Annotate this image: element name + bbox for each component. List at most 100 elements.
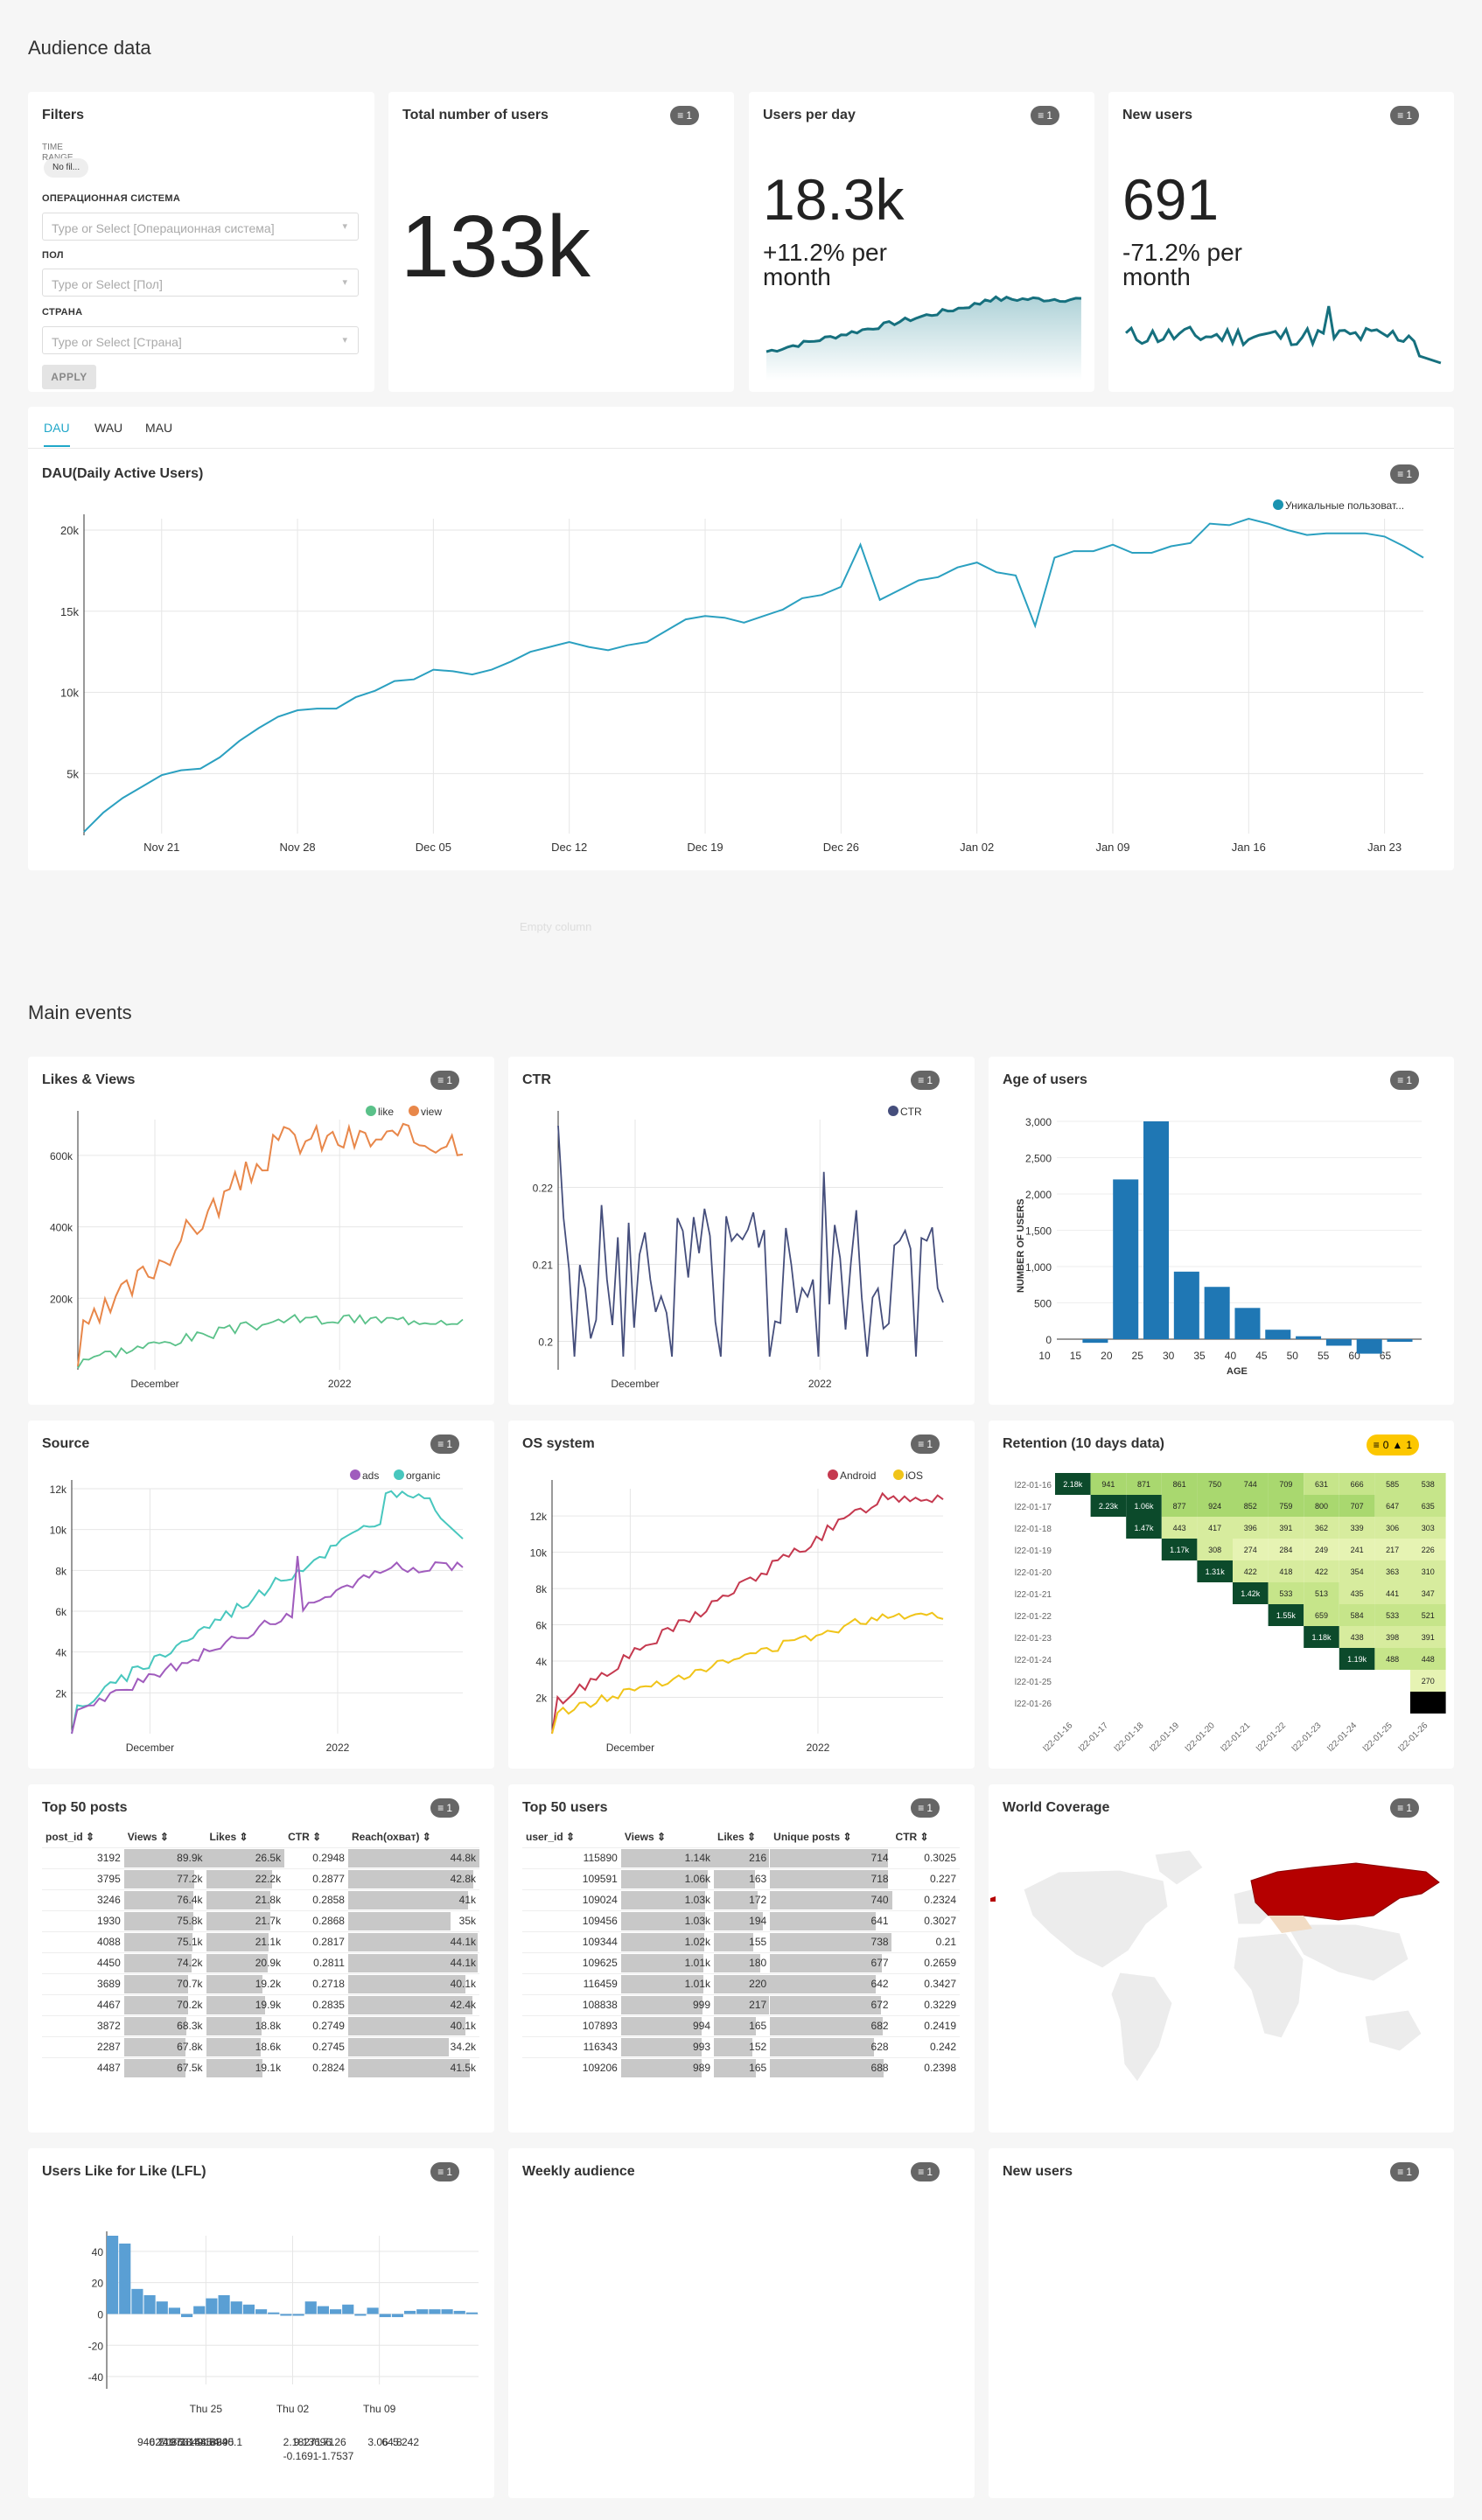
time-range-pill[interactable]: No fil... [44,158,89,178]
column-header[interactable]: post_id ⇕ [45,1830,95,1843]
legend-ads[interactable]: ads [362,1469,379,1482]
filter-badge[interactable]: ≡ 1 [1390,1071,1419,1090]
cell-value: 42.4k [450,1999,476,2011]
lfl-bar [230,2301,242,2314]
heatmap-value: 666 [1351,1480,1364,1489]
kpi-new-users-card: New users ≡ 1 691 -71.2% per month [1108,92,1454,392]
cell-value: 40.1k [450,1978,476,1990]
table-row[interactable]: 107893 994 165 682 0.2419 [522,2014,960,2036]
heatmap-value: 941 [1101,1480,1115,1489]
filter-badge[interactable]: ≡ 1 [1390,464,1419,484]
column-header[interactable]: Unique posts ⇕ [773,1830,852,1843]
sex-select[interactable]: Type or Select [Пол] ▾ [42,269,359,297]
table-row[interactable]: 3795 77.2k 22.2k 0.2877 42.8k [42,1867,479,1889]
table-row[interactable]: 3872 68.3k 18.8k 0.2749 40.1k [42,2014,479,2036]
country-select[interactable]: Type or Select [Страна] ▾ [42,326,359,354]
filter-badge[interactable]: ≡ 1 [670,106,699,125]
filter-badge[interactable]: ≡ 1 [430,1071,459,1090]
age-bar [1234,1308,1261,1339]
chevron-down-icon: ▾ [342,335,347,346]
cell-bar [206,2016,262,2035]
table-row[interactable]: 109456 1.03k 194 641 0.3027 [522,1909,960,1931]
map-australia [1364,2009,1423,2052]
filter-badge[interactable]: ≡ 1 [911,1798,940,1818]
row-label: l22-01-21 [1015,1590,1052,1600]
heatmap-value: 441 [1386,1589,1399,1598]
tab-mau[interactable]: MAU [145,421,173,435]
filter-badge[interactable]: ≡ 1 [430,1798,459,1818]
lfl-bar [107,2236,119,2314]
filter-badge[interactable]: ≡ 1 [1390,106,1419,125]
y-tick-label: 5k [66,767,79,780]
table-cell: 109625 [522,1951,621,1973]
column-header[interactable]: CTR ⇕ [288,1830,322,1843]
lfl-bar [391,2314,403,2318]
filter-badge[interactable]: ≡ 1 [911,1071,940,1090]
legend-ctr[interactable]: CTR [900,1106,922,1118]
column-header[interactable]: user_id ⇕ [526,1830,576,1843]
table-row[interactable]: 109344 1.02k 155 738 0.21 [522,1930,960,1952]
table-row[interactable]: 109591 1.06k 163 718 0.227 [522,1867,960,1889]
table-row[interactable]: 116343 993 152 628 0.242 [522,2035,960,2057]
sex-select-placeholder: Type or Select [Пол] [52,277,163,291]
world-map[interactable] [989,1784,1454,2133]
column-header[interactable]: Likes ⇕ [209,1830,248,1843]
col-label: l22-01-23 [1290,1721,1324,1754]
tab-dau[interactable]: DAU [44,421,70,447]
table-cell: 0.2877 [284,1867,348,1889]
heatmap-cell [1161,1517,1198,1539]
table-row[interactable]: 4467 70.2k 19.9k 0.2835 42.4k [42,1993,479,2015]
table-row[interactable]: 3689 70.7k 19.2k 0.2718 40.1k [42,1972,479,1994]
filter-badge[interactable]: ≡ 1 [1390,1798,1419,1818]
table-row[interactable]: 115890 1.14k 216 714 0.3025 [522,1846,960,1868]
table-row[interactable]: 3246 76.4k 21.8k 0.2858 41k [42,1888,479,1910]
table-row[interactable]: 109024 1.03k 172 740 0.2324 [522,1888,960,1910]
legend-organic[interactable]: organic [406,1469,440,1482]
table-row[interactable]: 4450 74.2k 20.9k 0.2811 44.1k [42,1951,479,1973]
heatmap-cell [1304,1560,1339,1582]
cell-value: 1.01k [684,1957,711,1969]
cell-value: 1.14k [684,1852,711,1864]
legend-like[interactable]: like [378,1106,394,1118]
table-row[interactable]: 2287 67.8k 18.6k 0.2745 34.2k [42,2035,479,2057]
filter-badge[interactable]: ≡ 1 [911,2162,940,2181]
map-north-america [1023,1869,1169,1969]
apply-button[interactable]: APPLY [42,365,96,389]
map-asia-south [1285,1923,1409,1982]
legend-view[interactable]: view [421,1106,442,1118]
heatmap-cell [1233,1495,1269,1517]
column-header[interactable]: Views ⇕ [624,1830,667,1843]
filter-badge[interactable]: ≡ 1 [911,1435,940,1454]
warning-badge[interactable]: ≡ 0 ▲ 1 [1366,1435,1419,1455]
column-header[interactable]: Views ⇕ [127,1830,169,1843]
bar-cell: 77.2k [123,1867,206,1889]
age-bar [1356,1339,1382,1354]
table-row[interactable]: 116459 1.01k 220 642 0.3427 [522,1972,960,1994]
column-header[interactable]: Reach(охват) ⇕ [351,1830,431,1843]
lfl-bar [429,2309,441,2314]
table-row[interactable]: 108838 999 217 672 0.3229 [522,1993,960,2015]
heatmap-cell [1374,1473,1410,1495]
filter-badge[interactable]: ≡ 1 [430,2162,459,2181]
table-row[interactable]: 109206 989 165 688 0.2398 [522,2056,960,2078]
age-card: Age of users ≡ 1 0 500 1,000 1,500 2,000 2,500… [989,1057,1454,1405]
table-row[interactable]: 109625 1.01k 180 677 0.2659 [522,1951,960,1973]
filter-badge[interactable]: ≡ 1 [1390,2162,1419,2181]
table-row[interactable]: 4487 67.5k 19.1k 0.2824 41.5k [42,2056,479,2078]
table-row[interactable]: 3192 89.9k 26.5k 0.2948 44.8k [42,1846,479,1868]
os-select[interactable]: Type or Select [Операционная система] ▾ [42,213,359,241]
column-header[interactable]: Likes ⇕ [717,1830,757,1843]
column-header[interactable]: CTR ⇕ [895,1830,929,1843]
table-row[interactable]: 4088 75.1k 21.1k 0.2817 44.1k [42,1930,479,1952]
table-cell: 1930 [42,1909,124,1931]
filter-badge[interactable]: ≡ 1 [1031,106,1059,125]
heatmap-cell [1197,1560,1233,1582]
filter-badge[interactable]: ≡ 1 [430,1435,459,1454]
tab-wau[interactable]: WAU [94,421,123,435]
legend-label[interactable]: Уникальные пользоват... [1285,499,1404,512]
legend-android[interactable]: Android [840,1469,876,1482]
lfl-bar [416,2309,429,2314]
table-row[interactable]: 1930 75.8k 21.7k 0.2868 35k [42,1909,479,1931]
cell-bar [123,1995,188,2014]
legend-ios[interactable]: iOS [905,1469,923,1482]
